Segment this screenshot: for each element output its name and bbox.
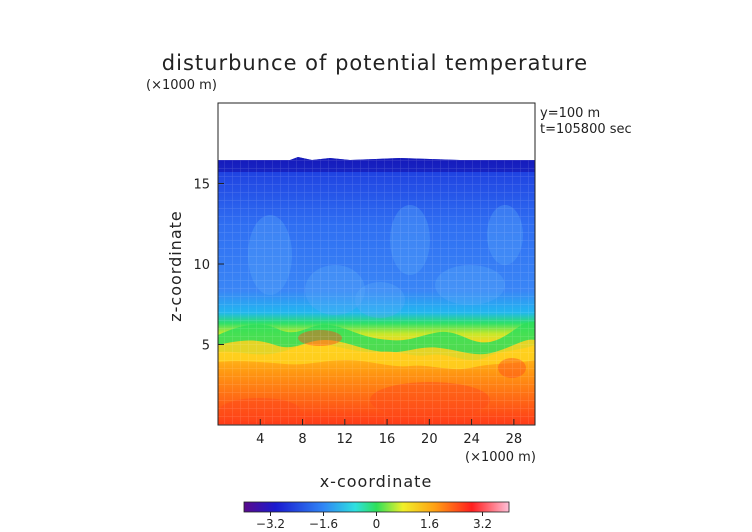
colorbar: −3.2 −1.6 0 1.6 3.2 [243, 501, 510, 531]
annotation-y: y=100 m [540, 106, 600, 121]
y-tick-label: 15 [193, 178, 210, 193]
x-tick-label: 20 [421, 432, 438, 447]
colorbar-tick-label: −1.6 [309, 517, 338, 531]
y-tick-label: 10 [193, 258, 210, 273]
y-axis-label: z-coordinate [166, 210, 185, 322]
colorbar-tick-label: 3.2 [473, 517, 492, 531]
x-unit-label: (×1000 m) [465, 450, 536, 465]
x-tick-label: 8 [298, 432, 306, 447]
x-tick-label: 24 [463, 432, 480, 447]
colorbar-tick-label: 0 [373, 517, 381, 531]
colorbar-ticks: −3.2 −1.6 0 1.6 3.2 [256, 512, 492, 531]
y-tick-label: 5 [202, 339, 210, 354]
annotation-t: t=105800 sec [540, 122, 632, 137]
colorbar-tick-label: 1.6 [420, 517, 439, 531]
x-tick-label: 28 [506, 432, 523, 447]
x-axis-label: x-coordinate [320, 472, 433, 491]
y-axis-ticks: 5 10 15 [193, 178, 224, 354]
plot-area [217, 102, 536, 426]
z-unit-label: (×1000 m) [146, 78, 217, 93]
x-axis-ticks: 4 8 12 16 20 24 28 [256, 419, 522, 447]
x-tick-label: 4 [256, 432, 264, 447]
chart-title: disturbunce of potential temperature [162, 51, 588, 75]
x-tick-label: 12 [337, 432, 354, 447]
x-tick-label: 16 [379, 432, 396, 447]
colorbar-tick-label: −3.2 [256, 517, 285, 531]
heatmap-field [218, 157, 535, 425]
